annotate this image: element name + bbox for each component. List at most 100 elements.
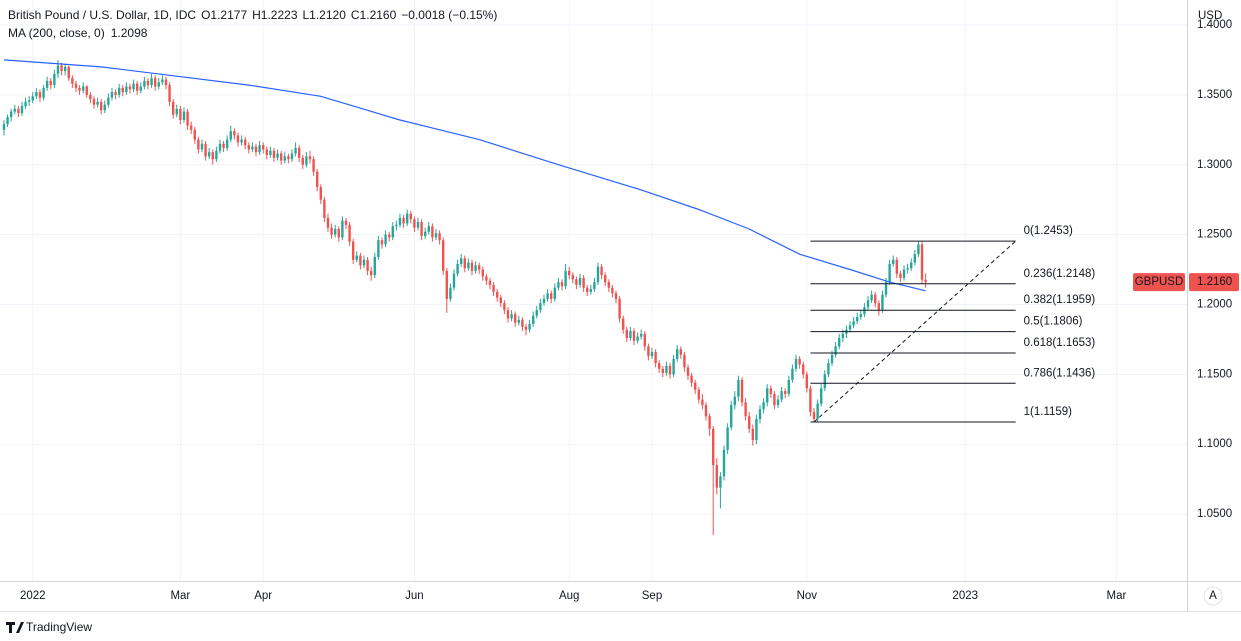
candle-body	[337, 229, 340, 238]
candle-body	[910, 262, 913, 269]
candle-body	[49, 80, 52, 86]
candle-body	[60, 65, 63, 72]
candle-body	[355, 255, 358, 260]
candle-body	[366, 259, 369, 271]
candle-body	[672, 358, 675, 375]
candle-body	[2, 124, 6, 130]
symbol-tag-label: GBPUSD	[1135, 276, 1184, 288]
candle-body	[463, 258, 466, 269]
candle-body	[229, 131, 232, 140]
candle-body	[121, 87, 124, 93]
candle-body	[719, 476, 722, 488]
candle-body	[542, 298, 546, 304]
candle-body	[686, 367, 690, 376]
candle-body	[434, 233, 438, 238]
y-tick-label: 1.0500	[1197, 508, 1232, 520]
fib-label: 0.5(1.1806)	[1024, 316, 1083, 328]
axes: 1.0500 1.1000 1.1500 1.2000 1.2500 1.3000 1.35…	[20, 19, 1239, 602]
candle-body	[290, 153, 294, 160]
fib-label: 0.618(1.1653)	[1024, 337, 1096, 349]
brand-logo	[6, 622, 24, 633]
candle-body	[348, 224, 351, 242]
candle-body	[567, 270, 571, 276]
candle-body	[549, 293, 553, 299]
price-tag-label: 1.2160	[1197, 276, 1232, 288]
y-tick-label: 1.3000	[1197, 159, 1232, 171]
candle-body	[341, 220, 344, 238]
candle-body	[917, 244, 920, 255]
candle-body	[420, 222, 423, 237]
auto-scale-button[interactable]	[1203, 586, 1223, 606]
candle-body	[766, 388, 769, 403]
candle-body	[787, 379, 791, 394]
candle-body	[161, 79, 164, 83]
candle-body	[553, 287, 556, 299]
candle-body	[906, 268, 909, 270]
candle-body	[423, 231, 427, 237]
candle-body	[751, 428, 755, 441]
candle-body	[730, 405, 733, 428]
candle-body	[294, 147, 297, 154]
candle-body	[521, 319, 524, 327]
fib-label: 1(1.1159)	[1024, 406, 1073, 418]
candle-body	[755, 419, 758, 441]
candle-body	[31, 96, 34, 101]
candle-body	[776, 399, 780, 406]
ma-line	[3, 59, 926, 292]
fib-label: 0(1.2453)	[1024, 225, 1073, 237]
legend-ohlc-value: L1.2120	[303, 8, 347, 22]
x-tick-label: Apr	[254, 590, 272, 602]
candle-body	[153, 78, 157, 87]
candle-body	[546, 293, 549, 299]
candle-body	[902, 269, 906, 278]
candle-body	[315, 171, 319, 188]
candle-body	[812, 412, 816, 420]
candle-body	[920, 244, 924, 280]
auto-scale-label[interactable]: A	[1209, 590, 1217, 602]
candle-body	[193, 129, 196, 140]
y-tick-label: 1.4000	[1197, 19, 1232, 31]
y-tick-label: 1.2500	[1197, 229, 1232, 241]
candle-body	[841, 333, 845, 339]
candle-body	[488, 280, 492, 285]
candle-body	[899, 273, 902, 278]
candle-body	[387, 234, 391, 238]
plot: 0(1.2453) 0.236(1.2148) 0.382(1.1959) 0.5(1…	[2, 59, 1096, 536]
candle-body	[35, 92, 38, 97]
legend-ohlc-value: C1.2160	[351, 8, 397, 22]
candle-body	[89, 94, 92, 100]
candle-body	[791, 368, 794, 380]
candle-body	[6, 117, 9, 125]
candle-body	[179, 108, 182, 121]
candle-body	[600, 266, 603, 276]
y-tick-label: 1.3500	[1197, 89, 1232, 101]
candle-body	[243, 139, 247, 146]
candle-body	[647, 346, 650, 357]
candle-body	[575, 279, 578, 285]
candle-body	[607, 282, 611, 288]
x-tick-label: Sep	[642, 590, 662, 602]
candle-body	[416, 222, 420, 228]
candle-body	[308, 156, 312, 160]
candle-body	[323, 199, 326, 218]
candle-body	[708, 416, 711, 429]
x-tick-label: Mar	[170, 590, 190, 602]
candle-body	[319, 187, 322, 200]
candle-body	[611, 287, 614, 294]
candle-body	[258, 145, 261, 153]
candle-body	[312, 159, 315, 172]
candle-body	[697, 389, 701, 400]
candle-body	[557, 282, 560, 288]
candle-body	[614, 293, 618, 299]
candle-body	[798, 358, 801, 365]
candle-body	[622, 318, 625, 330]
candle-body	[168, 85, 171, 102]
candle-body	[125, 86, 128, 93]
candle-body	[17, 108, 20, 114]
candle-body	[107, 97, 110, 105]
candle-body	[704, 405, 708, 417]
currency: USD	[1198, 10, 1222, 22]
legend-ohlc: O1.2177 H1.2223 L1.2120 C1.2160 −0.0018 (−0.…	[201, 8, 497, 22]
candle-body	[251, 146, 254, 150]
candle-body	[884, 282, 888, 295]
